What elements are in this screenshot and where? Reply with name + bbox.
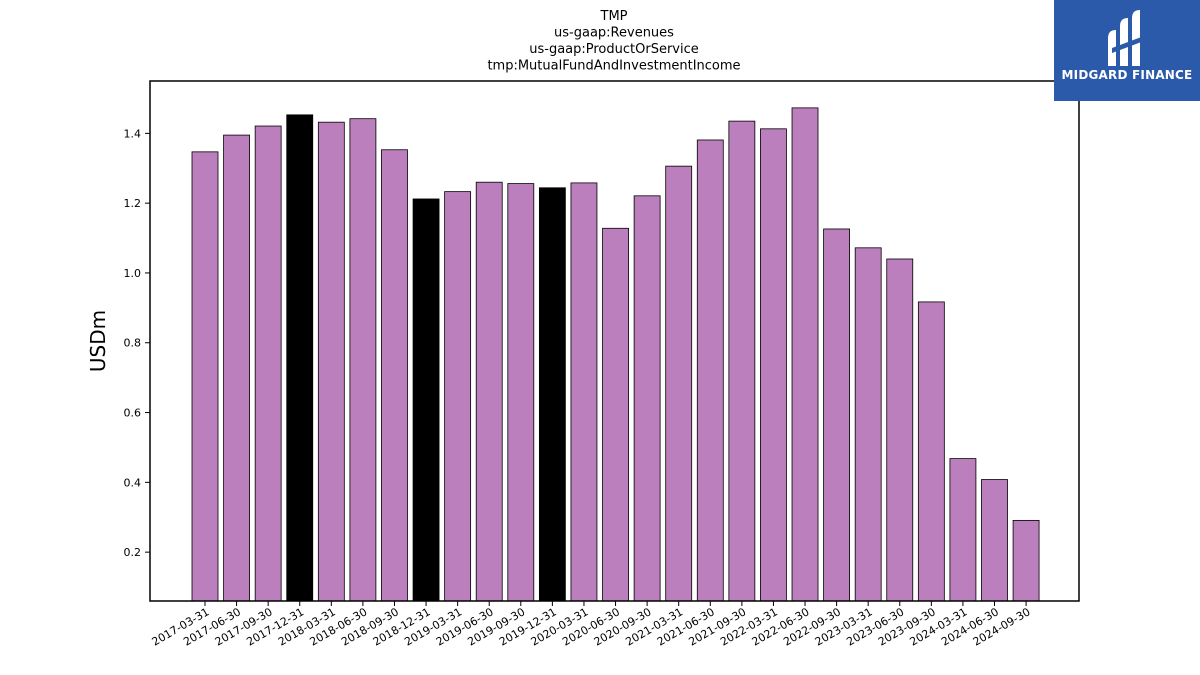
bar <box>665 165 693 602</box>
bar <box>696 139 724 602</box>
bars <box>191 107 1040 602</box>
bar <box>1012 519 1040 602</box>
title-line: tmp:MutualFundAndInvestmentIncome <box>487 59 740 74</box>
bar <box>223 134 250 602</box>
bar <box>886 258 914 602</box>
midgard-logo-icon <box>1108 10 1144 66</box>
bar <box>570 182 598 602</box>
bar <box>823 228 850 602</box>
bar <box>444 191 472 602</box>
x-axis: 2017-03-312017-06-302017-09-302017-12-31… <box>150 601 1033 649</box>
midgard-finance-logo: MIDGARD FINANCE <box>1054 0 1200 101</box>
bar <box>381 149 408 602</box>
logo-text: MIDGARD FINANCE <box>1061 68 1193 82</box>
bar <box>728 120 756 602</box>
bar <box>791 107 819 602</box>
y-axis: 0.2 0.4 0.6 0.8 1.0 1.2 1.4 <box>124 127 150 559</box>
bar <box>602 227 629 602</box>
bar <box>981 479 1008 602</box>
bar <box>633 195 661 602</box>
title-line: TMP <box>600 9 628 24</box>
title-line: us-gaap:ProductOrService <box>529 42 699 57</box>
bar <box>507 183 535 602</box>
y-tick-label: 1.0 <box>124 267 142 280</box>
y-axis-label: USDm <box>86 310 110 372</box>
y-tick-label: 1.2 <box>124 197 142 210</box>
y-tick-label: 0.8 <box>124 337 142 350</box>
bar <box>760 128 787 602</box>
bar <box>286 114 314 602</box>
bar <box>949 458 977 602</box>
y-tick-label: 1.4 <box>124 127 142 140</box>
chart-title: TMP us-gaap:Revenuesus-gaap:ProductOrServ… <box>487 9 740 74</box>
y-tick-label: 0.6 <box>124 407 142 420</box>
bar <box>917 301 945 602</box>
bar <box>538 187 566 602</box>
bar <box>412 198 440 602</box>
bar <box>475 181 503 602</box>
bar <box>854 247 882 602</box>
y-tick-label: 0.4 <box>124 476 142 489</box>
title-line: us-gaap:Revenues <box>554 26 674 41</box>
bar <box>349 118 377 602</box>
y-tick-label: 0.2 <box>124 546 142 559</box>
plot-frame <box>149 80 1080 602</box>
bar <box>254 125 282 602</box>
bar <box>317 121 345 602</box>
bar <box>191 151 219 602</box>
